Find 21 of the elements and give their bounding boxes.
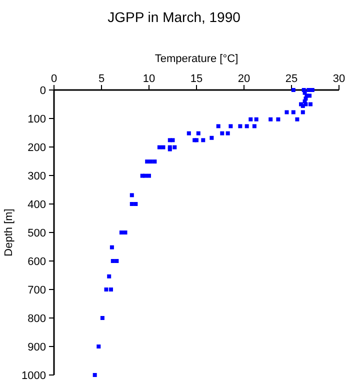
x-tick-label: 15 (190, 73, 203, 85)
x-tick-label: 30 (332, 73, 346, 85)
y-tick-label: 500 (28, 228, 46, 240)
y-tick-label: 0 (40, 85, 46, 97)
y-tick-label: 600 (28, 256, 46, 268)
y-tick-label: 900 (28, 342, 46, 354)
x-tick-label: 0 (50, 73, 58, 85)
x-tick-label: 25 (285, 73, 298, 85)
y-tick-label: 1000 (22, 370, 46, 382)
x-tick-label: 5 (98, 73, 105, 85)
x-tick-label: 10 (142, 73, 156, 85)
y-tick-label: 200 (28, 142, 46, 154)
x-axis-title: Temperature [°C] (154, 53, 238, 65)
chart-title: JGPP in March, 1990 (108, 9, 241, 25)
y-tick-label: 700 (28, 284, 46, 296)
x-tick-label: 20 (238, 73, 250, 85)
y-tick-label: 100 (28, 114, 46, 126)
y-tick-label: 800 (28, 313, 46, 325)
y-tick-label: 300 (28, 170, 46, 182)
y-tick-label: 400 (28, 199, 46, 211)
y-axis-title: Depth [m] (3, 208, 15, 256)
